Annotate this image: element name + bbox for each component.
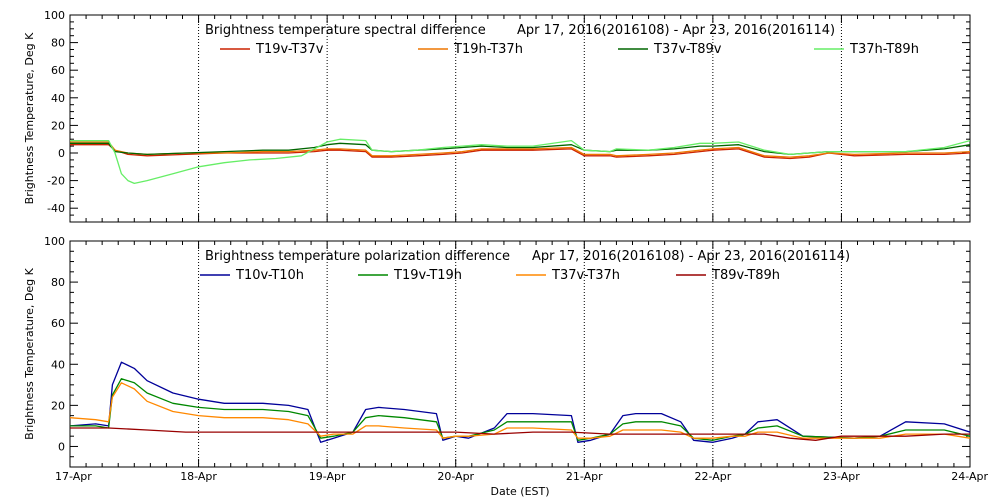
- legend-label-4: T89v-T89h: [711, 268, 780, 283]
- legend-label-2: T19h-T37h: [453, 42, 523, 57]
- x-tick-label: 23-Apr: [823, 470, 860, 483]
- y-tick-label: 80: [51, 37, 65, 50]
- series-group: [70, 138, 970, 185]
- series-line-4: [70, 427, 970, 441]
- panel-2: 0 20 40 60 80 100 Brightness Temperature, Deg …: [23, 235, 988, 498]
- y-tick-label: 100: [44, 9, 65, 22]
- x-axis-label: Date (EST): [490, 485, 549, 498]
- panel-1: -40 -20 0 20 40 60 80 100 Brightness Temperature…: [23, 9, 971, 223]
- y-tick-label: 20: [51, 119, 65, 132]
- y-tick-label: 0: [58, 440, 65, 453]
- series-line-2: [70, 378, 970, 441]
- y-tick-label: 20: [51, 399, 65, 412]
- x-tick-label: 20-Apr: [437, 470, 474, 483]
- x-tick-label: 22-Apr: [694, 470, 731, 483]
- y-tick-label: 40: [51, 358, 65, 371]
- x-tick-label: 19-Apr: [309, 470, 346, 483]
- chart-title: Brightness temperature polarization diff…: [205, 249, 510, 264]
- legend-label-4: T37h-T89h: [849, 42, 919, 57]
- legend-label-3: T37v-T89v: [653, 42, 722, 57]
- y-tick-label: 80: [51, 276, 65, 289]
- chart-title: Brightness temperature spectral differen…: [205, 23, 486, 38]
- series-line-1: [70, 361, 970, 443]
- y-tick-label: -20: [47, 175, 65, 188]
- y-tick-label: 0: [58, 147, 65, 160]
- y-tick-label: 40: [51, 92, 65, 105]
- legend-label-1: T10v-T10h: [235, 268, 304, 283]
- legend-label-1: T19v-T37v: [255, 42, 324, 57]
- chart-date-range: Apr 17, 2016(2016108) - Apr 23, 2016(201…: [532, 249, 850, 264]
- y-tick-label: 100: [44, 235, 65, 248]
- y-axis-label: Brightness Temperature, Deg K: [23, 267, 36, 439]
- series-line-2: [70, 141, 970, 158]
- series-line-4: [70, 138, 970, 185]
- y-axis-label: Brightness Temperature, Deg K: [23, 32, 36, 204]
- legend-label-3: T37v-T37h: [551, 268, 620, 283]
- x-tick-label: 24-Apr: [951, 470, 988, 483]
- y-tick-label: 60: [51, 64, 65, 77]
- legend-label-2: T19v-T19h: [393, 268, 462, 283]
- chart-date-range: Apr 17, 2016(2016108) - Apr 23, 2016(201…: [517, 23, 835, 38]
- y-tick-label: -40: [47, 202, 65, 215]
- x-tick-label: 17-Apr: [55, 470, 92, 483]
- x-tick-label: 18-Apr: [180, 470, 217, 483]
- series-group: [70, 361, 970, 443]
- series-line-3: [70, 382, 970, 439]
- x-tick-label: 21-Apr: [566, 470, 603, 483]
- y-tick-label: 60: [51, 317, 65, 330]
